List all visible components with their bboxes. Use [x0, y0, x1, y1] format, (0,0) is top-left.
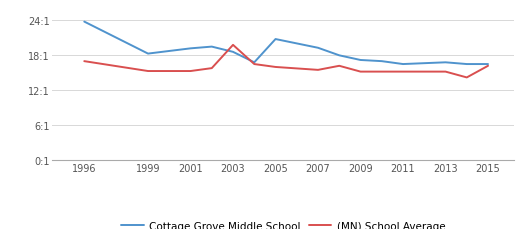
Cottage Grove Middle School	[272, 38, 279, 41]
(MN) School Average	[315, 69, 321, 72]
Cottage Grove Middle School	[442, 62, 449, 64]
(MN) School Average	[81, 60, 88, 63]
(MN) School Average	[442, 71, 449, 74]
Cottage Grove Middle School	[251, 62, 257, 64]
(MN) School Average	[209, 68, 215, 70]
(MN) School Average	[357, 71, 364, 74]
Cottage Grove Middle School	[209, 46, 215, 49]
Cottage Grove Middle School	[81, 21, 88, 24]
(MN) School Average	[272, 66, 279, 69]
(MN) School Average	[188, 70, 194, 73]
Cottage Grove Middle School	[464, 63, 470, 66]
(MN) School Average	[230, 44, 236, 47]
(MN) School Average	[400, 71, 406, 74]
Cottage Grove Middle School	[188, 48, 194, 51]
Cottage Grove Middle School	[230, 51, 236, 54]
Line: Cottage Grove Middle School: Cottage Grove Middle School	[84, 22, 488, 65]
(MN) School Average	[379, 71, 385, 74]
(MN) School Average	[464, 77, 470, 79]
Cottage Grove Middle School	[400, 63, 406, 66]
Cottage Grove Middle School	[315, 47, 321, 50]
(MN) School Average	[251, 63, 257, 66]
(MN) School Average	[485, 65, 491, 68]
Line: (MN) School Average: (MN) School Average	[84, 46, 488, 78]
Cottage Grove Middle School	[357, 59, 364, 62]
(MN) School Average	[145, 70, 151, 73]
Cottage Grove Middle School	[145, 53, 151, 56]
(MN) School Average	[336, 65, 342, 68]
Legend: Cottage Grove Middle School, (MN) School Average: Cottage Grove Middle School, (MN) School…	[116, 217, 450, 229]
Cottage Grove Middle School	[379, 60, 385, 63]
Cottage Grove Middle School	[336, 55, 342, 57]
Cottage Grove Middle School	[485, 63, 491, 66]
